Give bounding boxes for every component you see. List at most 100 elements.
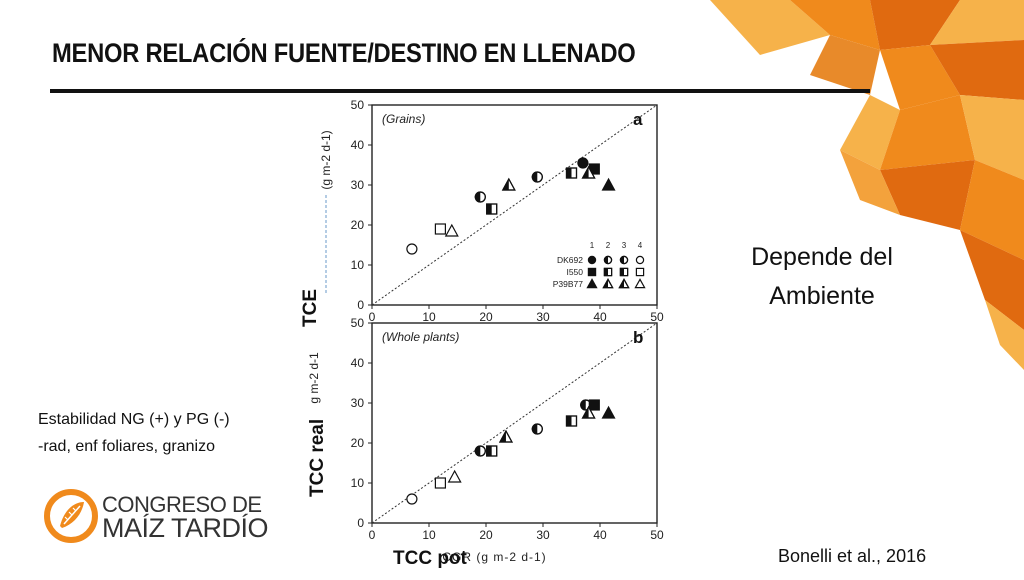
legend-row-label: DK692	[557, 255, 583, 265]
marker-body	[434, 477, 446, 489]
x-tick-label: 40	[593, 310, 607, 324]
marker-body	[587, 255, 597, 265]
data-point-triangle	[498, 429, 513, 443]
slide-title: MENOR RELACIÓN FUENTE/DESTINO EN LLENADO	[52, 38, 636, 68]
legend-row-label: P39B77	[553, 279, 584, 289]
marker-outline	[531, 423, 543, 435]
one-to-one-line	[371, 104, 658, 306]
legend-column-header: 4	[638, 241, 643, 250]
x-tick-label: 30	[536, 528, 550, 542]
marker-body	[634, 278, 646, 289]
marker-body	[635, 267, 645, 277]
data-point-triangle	[581, 165, 596, 179]
data-point-circle	[406, 493, 418, 505]
note-line-1: Estabilidad NG (+) y PG (-)	[38, 411, 230, 428]
data-point-square	[434, 477, 446, 489]
y-tick-label: 20	[351, 436, 365, 450]
data-point-circle	[406, 243, 418, 255]
marker-half-fill	[475, 446, 481, 456]
logo-text-line-2: MAÍZ TARDÍO	[102, 513, 269, 543]
x-axis-label: CGR (g m-2 d-1)	[442, 550, 546, 564]
data-point-triangle	[601, 177, 616, 191]
marker-outline	[603, 267, 613, 277]
marker-half-fill	[475, 192, 481, 202]
marker-outline	[531, 171, 543, 183]
data-point-triangle	[601, 405, 616, 419]
x-tick-label: 20	[479, 528, 493, 542]
marker-half-fill	[532, 424, 538, 434]
marker-outline	[581, 405, 596, 419]
depende-callout: Depende del Ambiente	[722, 238, 922, 316]
plot-frame	[371, 104, 658, 306]
panel-letter: b	[633, 328, 643, 347]
marker-half-fill	[566, 168, 572, 178]
note-line-2: -rad, enf foliares, granizo	[38, 438, 215, 455]
data-point-circle	[531, 423, 543, 435]
marker-outline	[618, 278, 630, 289]
x-tick-label: 10	[422, 310, 436, 324]
legend-marker	[635, 255, 645, 265]
y-tick-label: 0	[357, 516, 364, 530]
y-tick-label: 50	[351, 316, 365, 330]
marker-half-fill	[604, 268, 608, 276]
legend-column-header: 3	[622, 241, 627, 250]
data-point-triangle	[581, 405, 596, 419]
marker-outline	[619, 255, 629, 265]
legend-marker	[587, 255, 597, 265]
marker-body	[406, 493, 418, 505]
legend-marker	[635, 267, 645, 277]
panel-annotation: (Grains)	[382, 112, 425, 126]
panel-a: 00 10 10 20 20 30 30 40 40 50 50 (Grains) a (g m-2 d-…	[319, 98, 664, 324]
marker-body	[601, 405, 616, 419]
marker-outline	[474, 445, 486, 457]
y-axis-label: (g m-2 d-1)	[319, 130, 333, 189]
y-tick-label: 40	[351, 138, 365, 152]
panel-letter: a	[633, 110, 643, 129]
marker-outline	[565, 415, 578, 427]
x-tick-label: 20	[479, 310, 493, 324]
marker-outline	[501, 177, 516, 191]
depende-line-1: Depende del	[751, 243, 893, 271]
data-point-square	[434, 223, 446, 235]
y-tick-label: 40	[351, 356, 365, 370]
data-point-circle	[531, 171, 543, 183]
x-tick-label: 40	[593, 528, 607, 542]
y-tick-label: 0	[357, 298, 364, 312]
data-point-square	[486, 203, 498, 215]
tcc-real-axis-label: TCC real	[307, 419, 328, 497]
y-tick-label: 10	[351, 258, 365, 272]
plot-frame	[371, 322, 658, 524]
marker-body	[601, 177, 616, 191]
legend-marker	[603, 267, 613, 277]
marker-half-fill	[620, 268, 624, 276]
y-tick-label: 20	[351, 218, 365, 232]
marker-half-fill	[486, 204, 492, 214]
x-tick-label: 50	[650, 310, 664, 324]
marker-outline	[486, 203, 498, 215]
tce-axis-label: TCE	[300, 289, 321, 327]
marker-half-fill	[566, 416, 572, 426]
citation: Bonelli et al., 2016	[778, 546, 927, 566]
panel-annotation: (Whole plants)	[382, 330, 459, 344]
x-tick-label: 50	[650, 528, 664, 542]
y-tick-label: 50	[351, 98, 365, 112]
marker-body	[587, 267, 597, 277]
marker-outline	[581, 165, 596, 179]
marker-body	[588, 399, 600, 411]
data-point-triangle	[447, 469, 462, 483]
scatter-figure: TCE TCC real 0010102020303040405050(Grai…	[300, 98, 664, 564]
marker-body	[577, 157, 589, 169]
title-underline	[50, 89, 870, 93]
data-point-triangle	[501, 177, 516, 191]
legend-marker	[586, 278, 598, 289]
congreso-logo-icon	[44, 489, 98, 543]
one-to-one-line	[371, 322, 658, 524]
legend-marker	[587, 267, 597, 277]
x-tick-label: 30	[536, 310, 550, 324]
legend-marker	[619, 255, 629, 265]
x-tick-label: 10	[422, 528, 436, 542]
x-tick-label: 0	[369, 310, 376, 324]
marker-body	[434, 223, 446, 235]
marker-outline	[619, 267, 629, 277]
